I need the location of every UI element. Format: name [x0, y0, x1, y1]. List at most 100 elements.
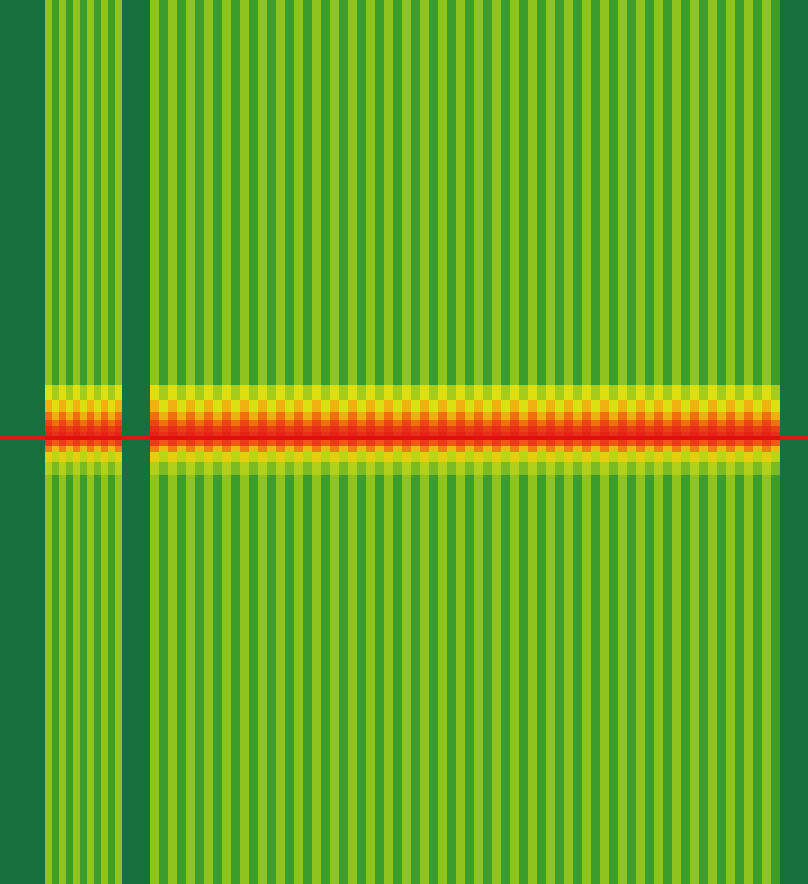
heatmap-cell — [762, 385, 771, 400]
heatmap-cell — [528, 436, 537, 440]
heatmap-cell — [294, 400, 303, 412]
heatmap-cell — [735, 436, 744, 440]
heatmap-cell — [330, 462, 339, 475]
heatmap-cell — [115, 462, 122, 475]
heatmap-cell — [101, 440, 108, 446]
heatmap-cell — [519, 462, 528, 475]
heatmap-cell — [276, 420, 285, 426]
heatmap-cell — [690, 436, 699, 440]
heatmap-cell — [45, 400, 52, 412]
heatmap-cell — [546, 440, 555, 446]
heatmap-cell — [429, 426, 438, 432]
heatmap-cell — [708, 440, 717, 446]
heatmap-cell — [204, 436, 213, 440]
heatmap-cell — [122, 440, 150, 446]
heatmap-cell — [591, 462, 600, 475]
heatmap-cell — [80, 462, 87, 475]
heatmap-cell — [600, 426, 609, 432]
heatmap-cell — [582, 0, 591, 385]
heatmap-cell — [122, 385, 150, 400]
heatmap-cell — [402, 385, 411, 400]
heatmap-cell — [411, 0, 420, 385]
heatmap-cell — [87, 420, 94, 426]
heatmap-cell — [52, 420, 59, 426]
heatmap-cell — [627, 436, 636, 440]
heatmap-cell — [456, 400, 465, 412]
heatmap-cell — [357, 400, 366, 412]
heatmap-cell — [744, 0, 753, 385]
heatmap-cell — [510, 452, 519, 462]
heatmap-cell — [0, 426, 45, 432]
heatmap-cell — [564, 0, 573, 385]
plot-area — [0, 0, 808, 884]
heatmap-cell — [654, 462, 663, 475]
heatmap-cell — [384, 446, 393, 452]
heatmap-cell — [483, 385, 492, 400]
heatmap-cell — [168, 475, 177, 884]
heatmap-cell — [420, 420, 429, 426]
heatmap-cell — [222, 0, 231, 385]
heatmap-cell — [240, 432, 249, 436]
heatmap-cell — [0, 420, 45, 426]
heatmap-cell — [108, 436, 115, 440]
heatmap-cell — [213, 462, 222, 475]
heatmap-cell — [393, 412, 402, 420]
heatmap-cell — [708, 420, 717, 426]
heatmap-cell — [456, 412, 465, 420]
heatmap-cell — [375, 436, 384, 440]
heatmap-cell — [717, 432, 726, 436]
heatmap-cell — [609, 452, 618, 462]
heatmap-cell — [438, 452, 447, 462]
heatmap-cell — [420, 0, 429, 385]
heatmap-cell — [321, 426, 330, 432]
heatmap-cell — [528, 446, 537, 452]
heatmap-cell — [555, 426, 564, 432]
heatmap-cell — [456, 440, 465, 446]
heatmap-cell — [45, 436, 52, 440]
heatmap-cell — [582, 475, 591, 884]
heatmap-cell — [231, 0, 240, 385]
heatmap-cell — [168, 452, 177, 462]
heatmap-cell — [681, 446, 690, 452]
heatmap-cell — [348, 400, 357, 412]
heatmap-cell — [73, 446, 80, 452]
heatmap-cell — [150, 436, 159, 440]
heatmap-cell — [429, 452, 438, 462]
heatmap-cell — [276, 462, 285, 475]
heatmap-cell — [258, 0, 267, 385]
heatmap-cell — [101, 446, 108, 452]
heatmap-cell — [159, 462, 168, 475]
heatmap-cell — [708, 400, 717, 412]
heatmap-cell — [654, 475, 663, 884]
heatmap-cell — [258, 412, 267, 420]
heatmap-cell — [108, 426, 115, 432]
heatmap-cell — [150, 420, 159, 426]
heatmap-cell — [330, 452, 339, 462]
heatmap-cell — [708, 0, 717, 385]
heatmap-cell — [66, 446, 73, 452]
heatmap-cell — [321, 0, 330, 385]
heatmap-cell — [402, 0, 411, 385]
heatmap-cell — [537, 452, 546, 462]
heatmap-cell — [447, 420, 456, 426]
heatmap-cell — [456, 452, 465, 462]
heatmap-cell — [447, 385, 456, 400]
heatmap-cell — [492, 412, 501, 420]
heatmap-cell — [195, 446, 204, 452]
heatmap-cell — [150, 0, 159, 385]
heatmap-cell — [429, 412, 438, 420]
heatmap-cell — [108, 475, 115, 884]
heatmap-cell — [429, 440, 438, 446]
heatmap-cell — [303, 440, 312, 446]
heatmap-cell — [708, 385, 717, 400]
heatmap-cell — [285, 462, 294, 475]
heatmap-cell — [276, 440, 285, 446]
heatmap-cell — [312, 446, 321, 452]
heatmap-cell — [168, 436, 177, 440]
heatmap-cell — [66, 426, 73, 432]
heatmap-cell — [168, 446, 177, 452]
heatmap-cell — [672, 432, 681, 436]
heatmap-cell — [186, 432, 195, 436]
heatmap-cell — [321, 462, 330, 475]
heatmap-cell — [59, 452, 66, 462]
